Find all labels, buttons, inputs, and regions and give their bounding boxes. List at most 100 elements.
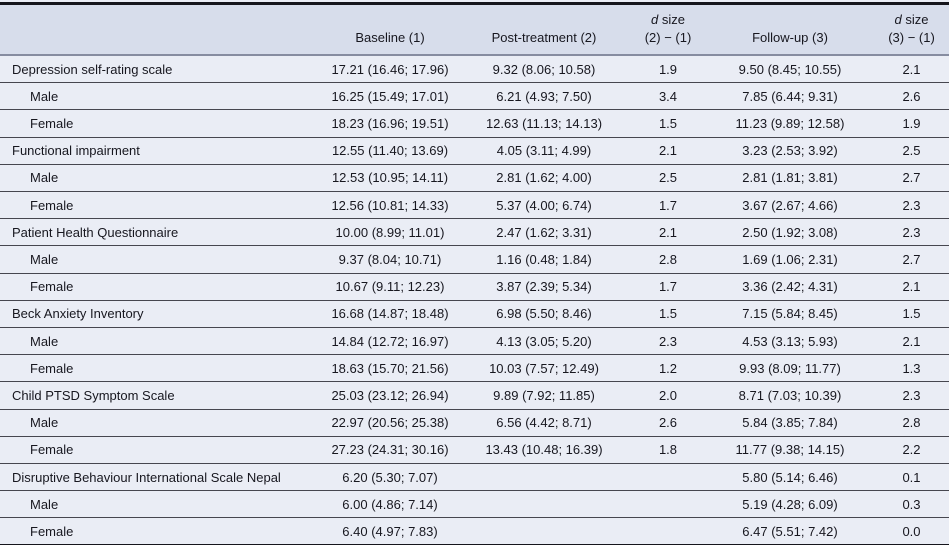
row-label: Male (30, 333, 59, 349)
follow-up-value: 7.85 (6.44; 9.31) (742, 88, 838, 104)
col-header-rowlabel (0, 5, 322, 55)
d-size-2-1-value: 3.4 (658, 88, 678, 104)
baseline-value: 10.67 (9.11; 12.23) (335, 279, 445, 295)
follow-up-value: 1.69 (1.06; 2.31) (742, 252, 838, 267)
table-row: Beck Anxiety Inventory 16.68 (14.87; 18.4… (0, 300, 949, 328)
d-size-3-1-value: 0.0 (902, 523, 921, 539)
d-size-3-1-value: 1.5 (902, 306, 921, 322)
col-header-post_treatment: Post-treatment (2) (491, 29, 597, 45)
post-treatment-value: 4.05 (3.11; 4.99) (496, 143, 592, 159)
post-treatment-value: 6.98 (5.50; 8.46) (496, 306, 592, 322)
baseline-value: 14.84 (12.72; 16.97) (331, 333, 449, 349)
d-variable: d (894, 12, 902, 27)
d-size-2-1-value: 2.8 (658, 252, 678, 267)
table-row: Female 18.23 (16.96; 19.51) 12.63 (11.13; … (0, 109, 949, 138)
row-label: Depression self-rating scale (12, 61, 173, 77)
post-treatment-value: 5.37 (4.00; 6.74) (496, 197, 592, 213)
d-size-2-1-value: 1.7 (658, 279, 678, 295)
table-row: Male 12.53 (10.95; 14.11) 2.81 (1.62; 4.00… (0, 164, 949, 192)
d-size-2-1-value: 2.1 (658, 224, 678, 240)
follow-up-value: 6.47 (5.51; 7.42) (742, 523, 838, 539)
follow-up-value: 9.50 (8.45; 10.55) (738, 61, 842, 77)
baseline-value: 6.40 (4.97; 7.83) (342, 523, 438, 539)
follow-up-value: 7.15 (5.84; 8.45) (742, 306, 838, 322)
table-row: Child PTSD Symptom Scale 25.03 (23.12; 26… (0, 381, 949, 410)
baseline-value: 18.23 (16.96; 19.51) (331, 116, 449, 132)
follow-up-value: 5.19 (4.28; 6.09) (742, 496, 838, 512)
baseline-value: 12.53 (10.95; 14.11) (331, 170, 449, 186)
row-label: Functional impairment (12, 143, 140, 159)
d-size-2-1-value: 1.2 (658, 360, 678, 376)
post-treatment-value: 10.03 (7.57; 12.49) (489, 360, 599, 376)
d-size-2-1-value: 1.5 (658, 116, 678, 132)
table-row: Male 16.25 (15.49; 17.01) 6.21 (4.93; 7.50… (0, 82, 949, 110)
row-label: Male (30, 415, 59, 431)
d-size-3-1-value: 1.3 (902, 360, 921, 376)
d-size-2-1-value: 2.1 (658, 143, 678, 159)
post-treatment-value: 9.32 (8.06; 10.58) (492, 61, 596, 77)
post-treatment-value: 2.81 (1.62; 4.00) (496, 170, 592, 186)
row-label: Male (30, 88, 59, 104)
col-header-baseline: Baseline (1) (355, 29, 425, 45)
baseline-value: 12.55 (11.40; 13.69) (331, 143, 449, 159)
d-size-3-1-value: 1.9 (902, 116, 921, 132)
col-header-follow_up: Follow-up (3) (752, 29, 828, 45)
d-size-3-1-value: 0.3 (902, 496, 921, 512)
table-row: Male 22.97 (20.56; 25.38) 6.56 (4.42; 8.71… (0, 409, 949, 437)
row-label: Male (30, 496, 59, 512)
row-label: Female (30, 279, 74, 295)
row-label: Female (30, 360, 74, 376)
row-label: Child PTSD Symptom Scale (12, 387, 175, 403)
d-size-3-1-value: 2.8 (902, 415, 921, 431)
follow-up-value: 9.93 (8.09; 11.77) (739, 360, 841, 376)
follow-up-value: 3.36 (2.42; 4.31) (742, 279, 838, 295)
post-treatment-value: 2.47 (1.62; 3.31) (496, 224, 592, 240)
row-label: Disruptive Behaviour International Scale… (12, 469, 281, 485)
row-label: Patient Health Questionnaire (12, 224, 179, 240)
baseline-value: 9.37 (8.04; 10.71) (338, 252, 442, 267)
d-size-2-1-value: 1.9 (658, 61, 678, 77)
d-size-2-1-value: 2.3 (658, 333, 678, 349)
post-treatment-value (458, 491, 630, 518)
d-size-2-1-value: 1.5 (658, 306, 678, 322)
d-size-3-1-value: 2.3 (902, 224, 921, 240)
d-size-2-1-value: 1.8 (658, 442, 678, 458)
post-treatment-value: 6.56 (4.42; 8.71) (496, 415, 592, 431)
follow-up-value: 5.84 (3.85; 7.84) (742, 415, 838, 431)
row-label: Female (30, 116, 74, 132)
follow-up-value: 4.53 (3.13; 5.93) (742, 333, 838, 349)
row-label: Male (30, 252, 59, 267)
table-row: Female 10.67 (9.11; 12.23) 3.87 (2.39; 5.3… (0, 273, 949, 301)
baseline-value: 16.25 (15.49; 17.01) (331, 88, 449, 104)
baseline-value: 16.68 (14.87; 18.48) (331, 306, 449, 322)
follow-up-value: 2.81 (1.81; 3.81) (742, 170, 838, 186)
follow-up-value: 11.77 (9.38; 14.15) (735, 442, 845, 458)
d-size-3-1-value: 2.1 (902, 61, 921, 77)
header-row: Baseline (1) Post-treatment (2) d size (2) … (0, 5, 949, 56)
follow-up-value: 11.23 (9.89; 12.58) (735, 116, 845, 132)
d-size-3-1-value: 2.1 (902, 279, 921, 295)
results-table: Baseline (1) Post-treatment (2) d size (2) … (0, 5, 949, 545)
table-row: Female 12.56 (10.81; 14.33) 5.37 (4.00; 6.… (0, 191, 949, 219)
row-label: Female (30, 523, 74, 539)
d-size-3-1-value: 2.7 (902, 252, 921, 267)
baseline-value: 22.97 (20.56; 25.38) (331, 415, 449, 431)
post-treatment-value: 3.87 (2.39; 5.34) (496, 279, 592, 295)
baseline-value: 27.23 (24.31; 30.16) (331, 442, 449, 458)
row-label: Female (30, 197, 74, 213)
post-treatment-value: 4.13 (3.05; 5.20) (496, 333, 592, 349)
col-header-d_size_3_1: d size (3) − (1) (888, 12, 935, 45)
baseline-value: 10.00 (8.99; 11.01) (335, 224, 445, 240)
table-row: Male 14.84 (12.72; 16.97) 4.13 (3.05; 5.20… (0, 327, 949, 355)
d-size-3-1-value: 2.2 (902, 442, 921, 458)
follow-up-value: 8.71 (7.03; 10.39) (738, 387, 842, 403)
d-size-3-1-value: 0.1 (902, 469, 921, 485)
d-size-3-1-value: 2.6 (902, 88, 921, 104)
d-size-2-1-value (630, 463, 706, 490)
d-size-2-1-value (630, 491, 706, 518)
post-treatment-value: 1.16 (0.48; 1.84) (496, 252, 592, 267)
d-variable: d (651, 12, 659, 27)
row-label: Male (30, 170, 59, 186)
table-row: Female 18.63 (15.70; 21.56) 10.03 (7.57; 1… (0, 354, 949, 382)
